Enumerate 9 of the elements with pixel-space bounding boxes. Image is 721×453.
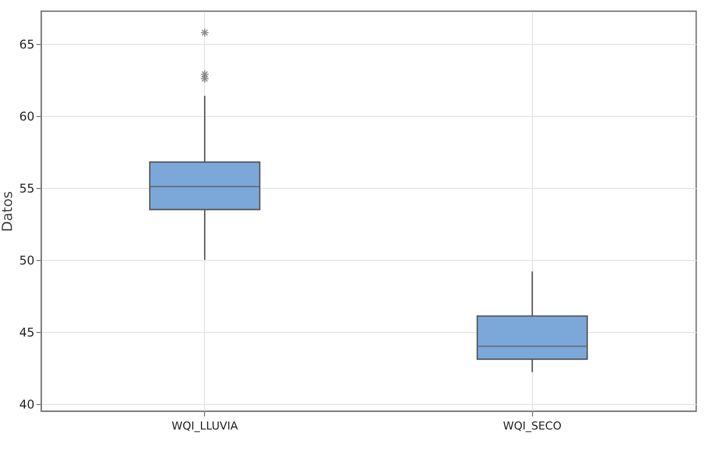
y-tick-label: 50 bbox=[19, 253, 34, 268]
y-axis-title: Datos bbox=[0, 191, 16, 232]
y-tick-label: 40 bbox=[19, 397, 34, 412]
y-tick-label: 55 bbox=[19, 181, 34, 196]
y-tick-label: 60 bbox=[19, 110, 34, 124]
y-tick-label: 65 bbox=[19, 38, 34, 52]
x-tick-label: WQI_LLUVIA bbox=[172, 420, 238, 432]
x-tick-label: WQI_SECO bbox=[502, 420, 562, 432]
y-tick-label: 45 bbox=[19, 325, 34, 340]
